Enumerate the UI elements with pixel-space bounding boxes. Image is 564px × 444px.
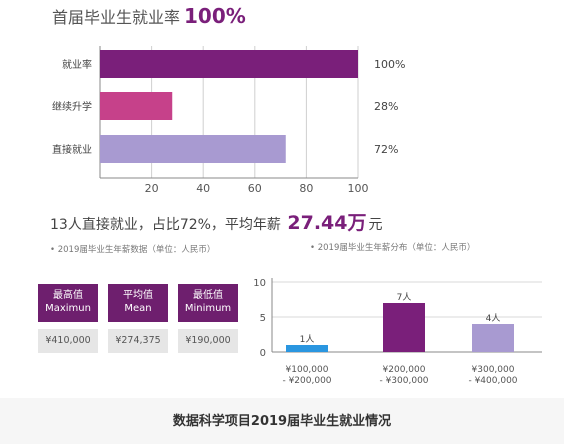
x-tick-label: 40 [196, 182, 210, 195]
y-tick-label: 0 [260, 348, 266, 359]
figure-caption: 数据科学项目2019届毕业生就业情况 [172, 414, 392, 429]
data-label: 7人 [397, 292, 412, 303]
stat-min: 最低值 Minimum ¥190,000 [178, 284, 238, 353]
stat-mean-label-cn: 平均值 [123, 290, 153, 301]
employment-bar-chart: 20 40 60 80 100 就业率 100% 继续升学 28% 直接就业 72% [52, 46, 405, 195]
salary-distribution-chart: • 2019届毕业生年薪分布（单位：人民币） 0 5 10 1人 ¥100,000- ¥2… [253, 242, 542, 386]
stat-max-label-en: Maximun [45, 303, 91, 314]
stat-min-value: ¥190,000 [178, 329, 238, 353]
stat-mean: 平均值 Mean ¥274,375 [108, 284, 168, 353]
x-tick-label: - ¥400,000 [468, 376, 517, 386]
x-tick-label: ¥100,000 [286, 365, 329, 375]
category-label: 继续升学 [52, 100, 92, 113]
x-tick-label: 80 [299, 182, 313, 195]
stat-mean-value: ¥274,375 [108, 329, 168, 353]
x-tick-label: - ¥200,000 [282, 376, 331, 386]
stat-max-header: 最高值 Maximun [38, 284, 98, 322]
stat-max: 最高值 Maximun ¥410,000 [38, 284, 98, 353]
x-tick-label: 100 [348, 182, 369, 195]
bar [286, 345, 328, 352]
salary-summary: 13人直接就业，占比72%，平均年薪 27.44万元 [50, 208, 383, 235]
stat-min-header: 最低值 Minimum [178, 284, 238, 322]
data-label: 100% [374, 58, 405, 71]
chart-title: 首届毕业生就业率 100% [52, 4, 246, 28]
data-label: 4人 [486, 313, 501, 324]
summary-unit: 元 [368, 217, 383, 233]
stat-mean-header: 平均值 Mean [108, 284, 168, 322]
title-prefix: 首届毕业生就业率 [52, 8, 181, 27]
bar [472, 324, 514, 352]
summary-text: 13人直接就业，占比72%，平均年薪 [50, 217, 281, 233]
data-label: 28% [374, 100, 398, 113]
x-tick-label: ¥200,000 [383, 365, 426, 375]
stats-note: • 2019届毕业生年薪数据（单位：人民币） [50, 245, 216, 255]
x-tick-label: ¥300,000 [472, 365, 515, 375]
category-label: 直接就业 [52, 143, 92, 156]
stat-min-label-en: Minimum [184, 303, 232, 314]
y-tick-label: 5 [260, 313, 266, 324]
stat-max-value: ¥410,000 [38, 329, 98, 353]
stat-max-label-cn: 最高值 [53, 290, 83, 301]
y-tick-label: 10 [253, 278, 266, 289]
bar [100, 50, 358, 78]
summary-salary: 27.44万 [287, 212, 367, 234]
title-value: 100% [184, 4, 246, 28]
bar [383, 303, 425, 352]
x-tick-label: 20 [145, 182, 159, 195]
data-label: 1人 [300, 334, 315, 345]
data-label: 72% [374, 143, 398, 156]
chart-title: • 2019届毕业生年薪分布（单位：人民币） [310, 242, 475, 253]
caption-band [0, 398, 564, 444]
bar [100, 135, 286, 163]
bar [100, 92, 173, 120]
stat-mean-label-en: Mean [124, 303, 152, 314]
category-label: 就业率 [62, 58, 92, 71]
stats-note-text: 2019届毕业生年薪数据（单位：人民币） [57, 245, 216, 255]
x-tick-label: - ¥300,000 [379, 376, 428, 386]
stat-min-label-cn: 最低值 [193, 290, 223, 301]
x-tick-label: 60 [248, 182, 262, 195]
